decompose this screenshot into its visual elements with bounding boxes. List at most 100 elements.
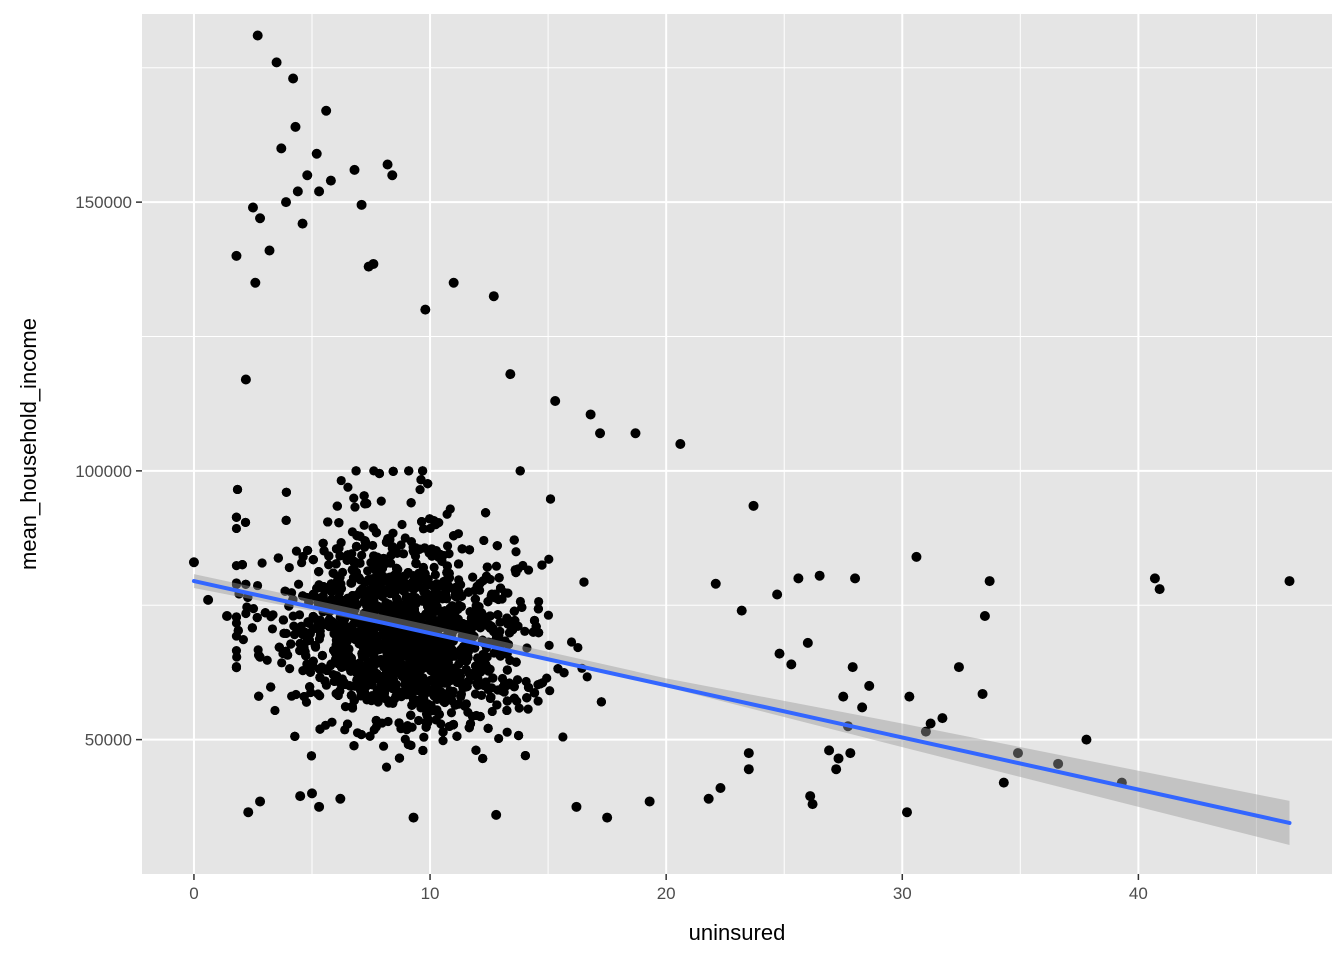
scatter-point <box>247 202 258 213</box>
scatter-point <box>335 793 346 804</box>
cluster-point <box>463 587 474 597</box>
cluster-point <box>520 750 530 761</box>
cluster-point <box>409 633 419 643</box>
cluster-point <box>423 699 433 709</box>
cluster-point <box>392 582 402 592</box>
cluster-point <box>579 577 589 587</box>
cluster-point <box>315 724 325 734</box>
cluster-point <box>504 628 515 638</box>
cluster-point <box>360 537 371 547</box>
cluster-point <box>515 466 525 476</box>
cluster-point <box>566 637 577 647</box>
cluster-point <box>346 681 356 691</box>
cluster-point <box>332 501 342 511</box>
cluster-point <box>231 523 242 534</box>
cluster-point <box>402 724 412 735</box>
cluster-point <box>415 595 426 605</box>
cluster-point <box>334 518 344 528</box>
cluster-point <box>378 741 389 751</box>
cluster-point <box>502 696 512 706</box>
cluster-point <box>545 686 555 696</box>
scatter-point <box>505 369 516 380</box>
scatter-point <box>356 199 367 210</box>
cluster-point <box>247 623 257 633</box>
cluster-point <box>418 466 428 476</box>
cluster-point <box>231 645 242 656</box>
cluster-point <box>366 594 377 604</box>
cluster-point <box>308 656 318 666</box>
cluster-point <box>416 703 426 713</box>
cluster-point <box>413 715 424 726</box>
cluster-point <box>533 696 543 706</box>
scatter-point <box>448 277 459 288</box>
cluster-point <box>429 664 439 674</box>
minor-gridlines <box>142 14 1332 874</box>
scatter-point <box>644 796 655 807</box>
cluster-point <box>288 611 298 621</box>
cluster-point <box>442 611 453 622</box>
cluster-point <box>252 612 262 623</box>
scatter-point <box>772 589 783 600</box>
cluster-point <box>231 578 242 588</box>
scatter-point <box>786 659 797 670</box>
cluster-point <box>374 468 385 479</box>
cluster-point <box>452 731 462 741</box>
cluster-point <box>404 466 414 476</box>
cluster-point <box>333 658 343 669</box>
cluster-point <box>232 484 243 495</box>
cluster-point <box>503 639 514 650</box>
cluster-point <box>411 582 421 592</box>
cluster-point <box>372 635 382 645</box>
y-tick-label: 150000 <box>75 193 132 212</box>
cluster-point <box>304 635 315 645</box>
cluster-point <box>444 694 455 704</box>
cluster-point <box>343 482 353 492</box>
cluster-point <box>408 595 419 605</box>
cluster-point <box>510 616 520 626</box>
cluster-point <box>457 544 467 554</box>
scatter-point <box>408 812 419 823</box>
scatter-point <box>311 148 322 159</box>
cluster-point <box>299 691 309 702</box>
cluster-point <box>380 694 391 704</box>
cluster-point <box>535 679 545 689</box>
cluster-point <box>293 579 304 589</box>
cluster-point <box>494 573 504 583</box>
scatter-point <box>807 799 818 810</box>
cluster-point <box>431 616 442 626</box>
cluster-point <box>442 509 452 519</box>
scatter-point <box>585 409 596 420</box>
cluster-point <box>310 641 320 651</box>
cluster-point <box>454 575 464 585</box>
cluster-point <box>285 664 295 674</box>
cluster-point <box>391 563 402 573</box>
cluster-point <box>351 466 361 476</box>
cluster-point <box>429 562 439 572</box>
cluster-point <box>279 628 289 638</box>
cluster-point <box>511 657 521 667</box>
x-axis-ticks: 0 10 20 30 40 <box>189 874 1148 903</box>
scatter-point <box>271 57 282 68</box>
scatter-point <box>222 611 232 621</box>
cluster-point <box>416 475 426 485</box>
x-axis-title: uninsured <box>689 920 786 945</box>
cluster-point <box>434 606 444 616</box>
cluster-point <box>231 662 242 673</box>
cluster-point <box>512 675 523 685</box>
scatter-point <box>488 291 499 302</box>
cluster-point <box>308 555 318 565</box>
cluster-point <box>468 622 478 632</box>
cluster-point <box>281 515 291 525</box>
scatter-point <box>904 691 915 702</box>
scatter-point <box>571 801 582 812</box>
scatter-point <box>595 428 606 439</box>
cluster-point <box>421 687 431 697</box>
cluster-point <box>339 614 350 624</box>
scatter-point <box>925 718 936 729</box>
cluster-point <box>495 651 506 661</box>
cluster-point <box>370 559 381 569</box>
cluster-point <box>491 561 502 571</box>
cluster-point <box>405 604 415 614</box>
cluster-point <box>442 567 452 578</box>
cluster-point <box>514 703 524 713</box>
